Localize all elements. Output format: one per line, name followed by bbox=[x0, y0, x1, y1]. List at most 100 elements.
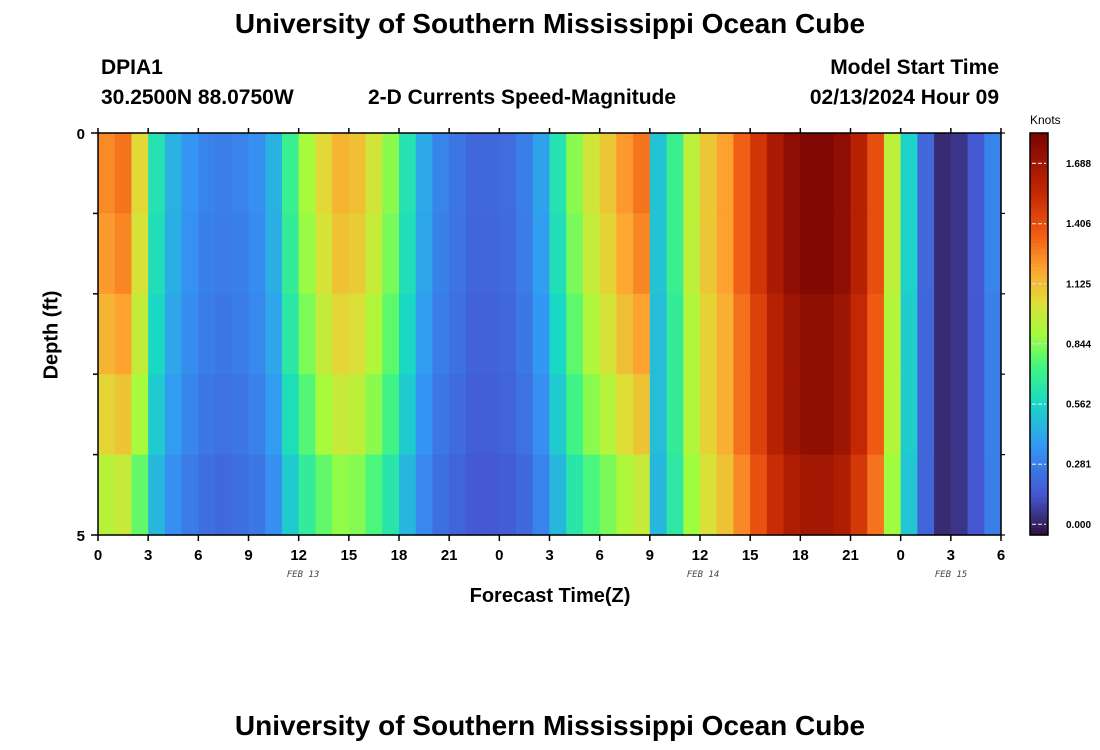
heatmap-cell bbox=[281, 133, 300, 214]
heatmap-cell bbox=[382, 293, 400, 375]
colorbar-segment bbox=[1030, 250, 1048, 255]
colorbar-segment bbox=[1030, 220, 1048, 225]
heatmap-cell bbox=[516, 374, 534, 456]
heatmap-cell bbox=[950, 293, 969, 375]
x-tick-label: 18 bbox=[792, 547, 809, 564]
colorbar-segment bbox=[1030, 323, 1048, 328]
heatmap-cell bbox=[800, 213, 818, 295]
heatmap-cell bbox=[482, 293, 500, 375]
colorbar-segment bbox=[1030, 300, 1048, 305]
heatmap-cell bbox=[700, 133, 718, 214]
colorbar-segment bbox=[1030, 367, 1048, 372]
colorbar-segment bbox=[1030, 407, 1048, 412]
heatmap-cell bbox=[432, 374, 450, 456]
heatmap-cell bbox=[332, 133, 350, 214]
heatmap-cell bbox=[298, 454, 316, 536]
x-tick-label: 6 bbox=[595, 547, 603, 564]
heatmap-cell bbox=[181, 133, 199, 214]
heatmap-cell bbox=[683, 374, 701, 456]
heatmap-cell bbox=[616, 213, 634, 295]
heatmap-cell bbox=[599, 374, 617, 456]
heatmap-cell bbox=[766, 374, 785, 456]
colorbar-segment bbox=[1030, 139, 1048, 144]
colorbar-segment bbox=[1030, 330, 1048, 335]
heatmap-cell bbox=[298, 133, 316, 214]
heatmap-cell bbox=[582, 374, 601, 456]
colorbar-segment bbox=[1030, 173, 1048, 178]
colorbar-segment bbox=[1030, 166, 1048, 171]
colorbar-segment bbox=[1030, 240, 1048, 245]
heatmap-cell bbox=[148, 293, 166, 375]
heatmap-cell bbox=[215, 293, 233, 375]
heatmap-cell bbox=[532, 454, 551, 536]
heatmap-cell bbox=[114, 213, 133, 295]
x-tick-label: 3 bbox=[144, 547, 152, 564]
heatmap-cell bbox=[131, 293, 149, 375]
heatmap-cell bbox=[750, 133, 768, 214]
colorbar-segment bbox=[1030, 206, 1048, 211]
heatmap-cell bbox=[415, 293, 434, 375]
heatmap-cell bbox=[733, 133, 751, 214]
heatmap-cell bbox=[164, 374, 183, 456]
heatmap-cell bbox=[315, 133, 333, 214]
heatmap-cell bbox=[549, 374, 567, 456]
colorbar-segment bbox=[1030, 270, 1048, 275]
heatmap-cell bbox=[616, 374, 634, 456]
heatmap-cell bbox=[700, 293, 718, 375]
heatmap-cell bbox=[867, 454, 885, 536]
heatmap-cell bbox=[582, 133, 601, 214]
heatmap-cell bbox=[766, 133, 785, 214]
heatmap-cell bbox=[465, 213, 484, 295]
heatmap-cell bbox=[967, 133, 985, 214]
heatmap-cell bbox=[148, 374, 166, 456]
heatmap-cell bbox=[750, 454, 768, 536]
heatmap-cell bbox=[683, 213, 701, 295]
colorbar-segment bbox=[1030, 153, 1048, 158]
heatmap-cell bbox=[198, 454, 216, 536]
colorbar-segment bbox=[1030, 468, 1048, 472]
colorbar-segment bbox=[1030, 444, 1048, 449]
heatmap-cell bbox=[348, 374, 367, 456]
colorbar-segment bbox=[1030, 334, 1048, 338]
x-tick-label: 21 bbox=[441, 547, 458, 564]
heatmap-cell bbox=[549, 133, 567, 214]
heatmap-cell bbox=[934, 213, 952, 295]
heatmap-cell bbox=[633, 293, 651, 375]
colorbar-segment bbox=[1030, 384, 1048, 389]
colorbar-segment bbox=[1030, 478, 1048, 482]
heatmap-cell bbox=[114, 133, 133, 214]
heatmap-cell bbox=[499, 133, 517, 214]
heatmap-cell bbox=[198, 374, 216, 456]
heatmap-cell bbox=[532, 293, 551, 375]
heatmap-cell bbox=[950, 374, 969, 456]
heatmap-cell bbox=[365, 133, 383, 214]
heatmap-cell bbox=[817, 293, 835, 375]
heatmap-cell bbox=[415, 133, 434, 214]
heatmap-cell bbox=[783, 454, 801, 536]
heatmap-cell bbox=[633, 133, 651, 214]
heatmap-cell bbox=[950, 133, 969, 214]
colorbar-segment bbox=[1030, 280, 1048, 285]
heatmap-cell bbox=[365, 454, 383, 536]
colorbar-segment bbox=[1030, 263, 1048, 268]
heatmap-cell bbox=[215, 133, 233, 214]
heatmap-cell bbox=[967, 293, 985, 375]
x-tick-label: 6 bbox=[997, 547, 1005, 564]
colorbar-segment bbox=[1030, 498, 1048, 503]
colorbar-segment bbox=[1030, 528, 1048, 533]
colorbar-segment bbox=[1030, 163, 1048, 168]
heatmap-cell bbox=[616, 454, 634, 536]
colorbar-segment bbox=[1030, 256, 1048, 261]
colorbar-segment bbox=[1030, 397, 1048, 402]
heatmap-cell bbox=[917, 133, 935, 214]
colorbar-segment bbox=[1030, 394, 1048, 399]
heatmap-cell bbox=[415, 374, 434, 456]
colorbar-segment bbox=[1030, 350, 1048, 355]
heatmap-cell bbox=[833, 213, 852, 295]
colorbar-segment bbox=[1030, 236, 1048, 241]
heatmap-cell bbox=[499, 454, 517, 536]
colorbar-segment bbox=[1030, 267, 1048, 271]
colorbar-segment bbox=[1030, 293, 1048, 298]
heatmap-cell bbox=[399, 213, 417, 295]
heatmap-cell bbox=[465, 454, 484, 536]
